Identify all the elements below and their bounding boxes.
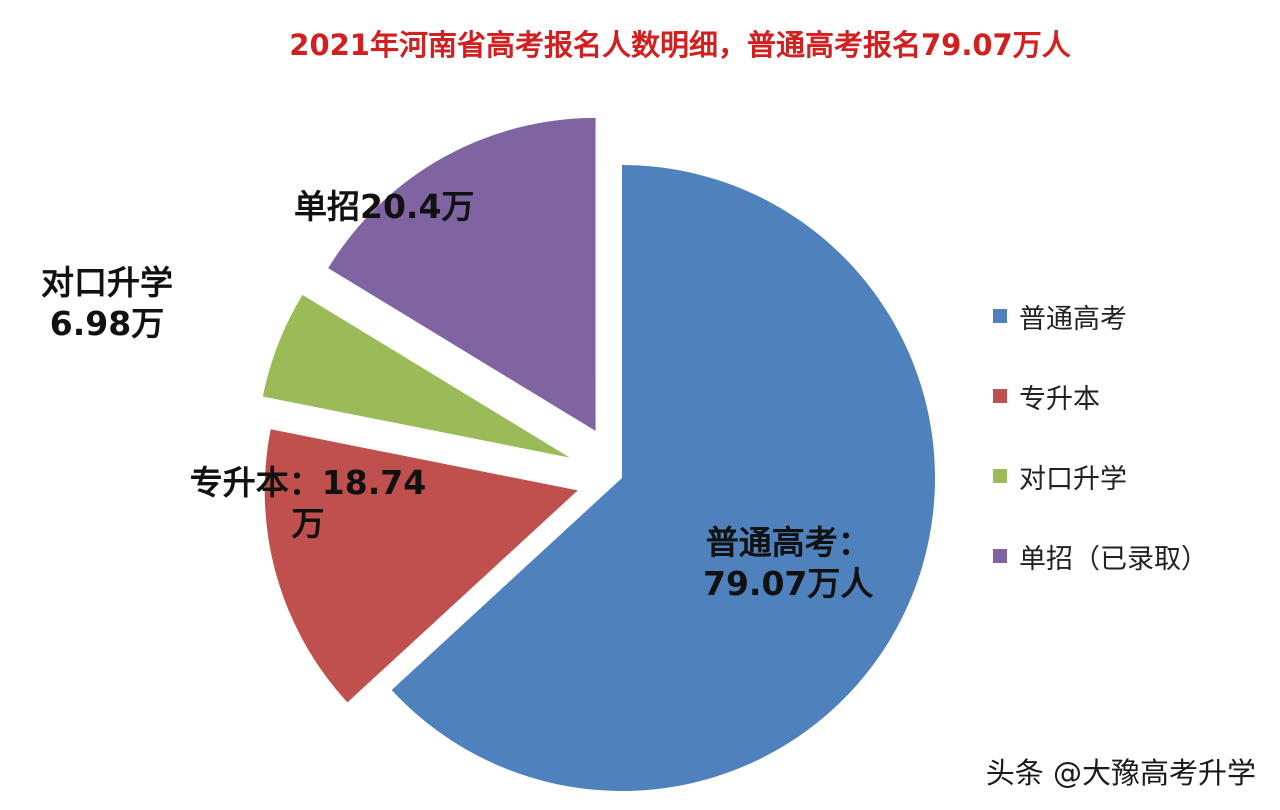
watermark: 头条 @大豫高考升学 xyxy=(985,756,1256,790)
legend-swatch xyxy=(993,549,1007,563)
pie-slice-duikou xyxy=(262,294,570,458)
legend-swatch xyxy=(993,389,1007,403)
legend-swatch xyxy=(993,469,1007,483)
legend-label: 对口升学 xyxy=(1019,463,1127,495)
legend-item-zhuanshengben: 专升本 xyxy=(993,376,1208,416)
slice-label-duikou-line1: 对口升学 xyxy=(41,263,173,302)
legend-swatch xyxy=(993,309,1007,323)
legend: 普通高考 专升本 对口升学 单招（已录取） xyxy=(993,296,1208,616)
legend-item-danzhao: 单招（已录取） xyxy=(993,536,1208,576)
legend-label: 普通高考 xyxy=(1019,303,1127,335)
legend-item-duikou: 对口升学 xyxy=(993,456,1208,496)
slice-label-putong-line2: 79.07万人 xyxy=(703,564,874,604)
slice-label-zhuanshengben-line2: 万 xyxy=(291,504,325,544)
slice-label-putong-line1: 普通高考： xyxy=(705,523,871,562)
pie-slice-zhuanshengben xyxy=(264,429,578,703)
slice-label-zhuanshengben: 专升本：18.74 万 xyxy=(180,462,436,545)
slice-label-danzhao: 单招20.4万 xyxy=(294,186,474,227)
slice-label-zhuanshengben-line1: 专升本：18.74 xyxy=(189,463,427,502)
legend-label: 单招（已录取） xyxy=(1019,543,1208,575)
slice-label-duikou: 对口升学 6.98万 xyxy=(22,262,192,345)
slice-label-putong: 普通高考： 79.07万人 xyxy=(703,522,873,605)
legend-label: 专升本 xyxy=(1019,383,1100,415)
pie-slice-danzhao xyxy=(328,117,596,431)
slice-label-danzhao-line1: 单招20.4万 xyxy=(294,187,475,226)
slice-label-duikou-line2: 6.98万 xyxy=(49,304,165,344)
legend-item-putong: 普通高考 xyxy=(993,296,1208,336)
pie-slice-putong xyxy=(391,165,936,792)
chart-title: 2021年河南省高考报名人数明细，普通高考报名79.07万人 xyxy=(289,28,1071,62)
